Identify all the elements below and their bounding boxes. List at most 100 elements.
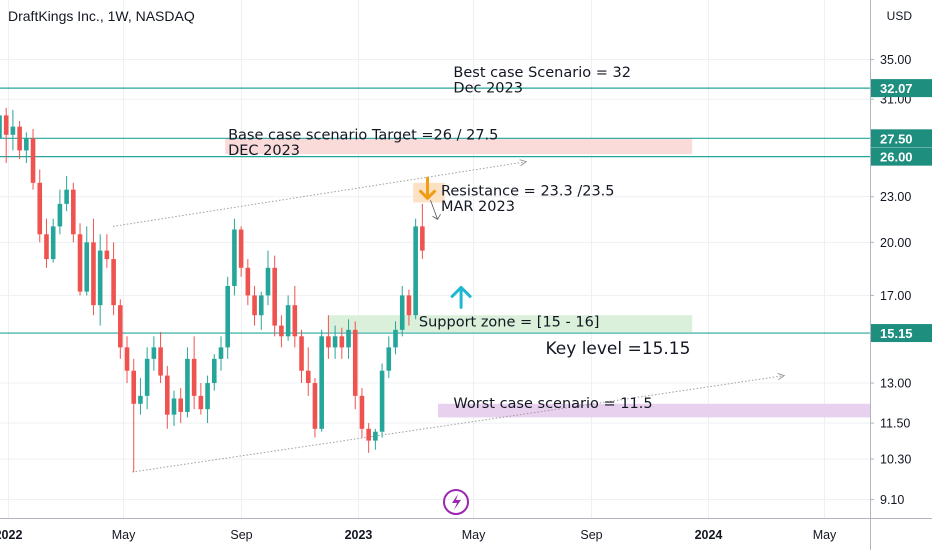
candle: [386, 336, 392, 379]
candle: [84, 226, 90, 296]
candle-body: [299, 336, 304, 371]
candle-body: [305, 370, 311, 384]
candle-body: [30, 138, 36, 183]
candle: [158, 331, 163, 384]
candle: [198, 383, 204, 415]
candle-body: [386, 347, 392, 371]
annotation-resistance-line2: MAR 2023: [441, 199, 515, 215]
candle: [238, 226, 244, 277]
level-badge-bg: [871, 129, 932, 148]
level-badge: 15.15: [871, 324, 932, 343]
candle-body: [218, 347, 224, 359]
candle-body: [198, 395, 204, 410]
candle: [359, 388, 365, 438]
candle-body: [366, 428, 371, 441]
candle: [285, 295, 291, 341]
candle: [279, 315, 284, 348]
price-tick-label: 23.00: [880, 190, 911, 204]
candle-body: [111, 259, 116, 306]
candle: [104, 234, 110, 268]
time-tick-label: Sep: [230, 528, 252, 542]
price-tick-label: 20.00: [880, 236, 911, 250]
candle: [0, 115, 2, 139]
candle-body: [292, 305, 298, 337]
price-tick-label: 9.10: [880, 493, 904, 507]
candle-body: [44, 234, 49, 260]
candle-body: [359, 395, 365, 429]
level-badge-bg: [871, 79, 932, 98]
logo-ring: [443, 489, 469, 515]
time-tick-label: May: [813, 528, 837, 542]
candle: [299, 329, 304, 384]
candle: [24, 132, 29, 163]
candle: [346, 319, 351, 359]
plot-area: [0, 87, 870, 473]
candle-body: [191, 358, 197, 396]
support-zone: [328, 315, 693, 332]
candles: [0, 107, 425, 473]
candle-body: [420, 226, 425, 251]
candle-body: [104, 250, 110, 260]
candle: [91, 218, 96, 316]
candle-body: [64, 189, 69, 204]
candle: [71, 182, 76, 243]
level-badge-label: 26.00: [880, 150, 913, 165]
candle: [258, 291, 264, 330]
time-tick-label: 2023: [345, 528, 373, 542]
candle-body: [144, 358, 150, 396]
price-tick-label: 17.00: [880, 289, 911, 303]
candle-body: [37, 182, 43, 235]
candle: [64, 176, 69, 212]
candle: [124, 336, 130, 384]
candle-body: [138, 395, 143, 404]
candle: [111, 242, 116, 316]
annotation-best-line1: Best case Scenario = 32: [453, 65, 631, 81]
price-tick-label: 13.00: [880, 377, 911, 391]
candle-body: [393, 329, 398, 348]
time-tick-label: May: [462, 528, 486, 542]
annotation-key: Key level =15.15: [545, 339, 690, 359]
candle: [272, 255, 277, 337]
candle-body: [158, 347, 163, 376]
candle: [319, 329, 324, 432]
level-badge: 26.00: [871, 147, 932, 166]
trend-arrowhead: [777, 373, 786, 380]
candle: [211, 354, 217, 391]
candle: [245, 259, 251, 306]
candle: [30, 128, 36, 190]
candle-body: [252, 295, 257, 316]
candle: [399, 285, 405, 337]
candle-body: [71, 189, 76, 235]
candle-body: [118, 305, 123, 348]
candle-body: [211, 358, 217, 384]
annotation-base: Base case scenario Target =26 / 27.5DEC …: [228, 128, 498, 160]
candle-body: [279, 325, 284, 337]
candle-body: [373, 431, 378, 441]
price-axis: 35.0031.0023.0020.0017.0013.0011.5010.30…: [870, 53, 911, 507]
candle: [352, 321, 358, 410]
candle-body: [178, 398, 184, 412]
candle: [393, 321, 398, 355]
candle-body: [91, 242, 96, 306]
logo-icon: [443, 489, 469, 515]
level-badge-label: 32.07: [880, 81, 913, 96]
candle-body: [413, 226, 418, 316]
candle: [44, 218, 49, 268]
candle: [185, 347, 190, 418]
time-tick-label: May: [112, 528, 136, 542]
candle-body: [258, 295, 264, 316]
candle-body: [326, 336, 331, 348]
candle: [191, 336, 197, 410]
candle-body: [77, 234, 83, 292]
candle: [50, 218, 56, 263]
annotation-worst: Worst case scenario = 11.5: [453, 396, 652, 412]
annotation-base-line1: Base case scenario Target =26 / 27.5: [228, 128, 498, 144]
annotation-resistance-line1: Resistance = 23.3 /23.5: [441, 183, 615, 199]
trend-arrowhead: [519, 159, 528, 167]
candle-body: [10, 126, 16, 135]
candle: [131, 358, 137, 473]
candle: [10, 109, 16, 151]
candle-body: [332, 336, 338, 348]
